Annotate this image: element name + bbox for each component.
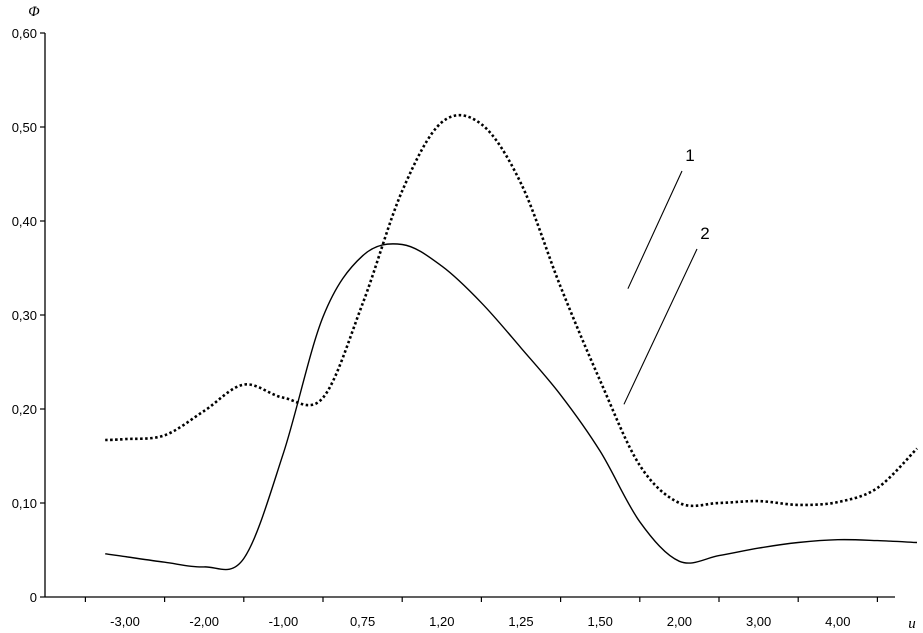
series-group	[105, 113, 918, 571]
x-tick-label: 1,50	[588, 614, 613, 629]
x-tick-label: -2,00	[189, 614, 219, 629]
x-tick-label: 1,20	[429, 614, 454, 629]
y-axis-title: Φ	[28, 4, 40, 20]
annotation-label-1: 1	[685, 146, 694, 165]
y-tick-label: 0,60	[12, 26, 37, 41]
annotation-label-2: 2	[700, 224, 709, 243]
x-tick-label: 4,00	[825, 614, 850, 629]
y-ticks: 0 0,10 0,20 0,30 0,40 0,50 0,60	[12, 26, 45, 605]
y-tick-label: 0,30	[12, 308, 37, 323]
y-tick-label: 0,10	[12, 496, 37, 511]
y-tick-label: 0	[30, 590, 37, 605]
curve-annotations: 12	[623, 146, 710, 405]
x-tick-label: 1,25	[508, 614, 533, 629]
series-line-2	[105, 243, 918, 571]
x-axis-title: u	[908, 616, 916, 632]
y-tick-label: 0,50	[12, 120, 37, 135]
y-tick-label: 0,40	[12, 214, 37, 229]
y-tick-label: 0,20	[12, 402, 37, 417]
x-tick-label: -3,00	[110, 614, 140, 629]
annotation-leader-1	[627, 170, 683, 289]
x-tick-label: -1,00	[269, 614, 299, 629]
series-line-1	[105, 113, 918, 508]
x-tick-label: 2,00	[667, 614, 692, 629]
x-tick-label: 3,00	[746, 614, 771, 629]
x-ticks: -3,00 -2,00 -1,00 0,75 1,20 1,25 1,50 2,00 3,00 4…	[84, 597, 879, 629]
annotation-leader-2	[623, 248, 698, 405]
x-tick-label: 0,75	[350, 614, 375, 629]
